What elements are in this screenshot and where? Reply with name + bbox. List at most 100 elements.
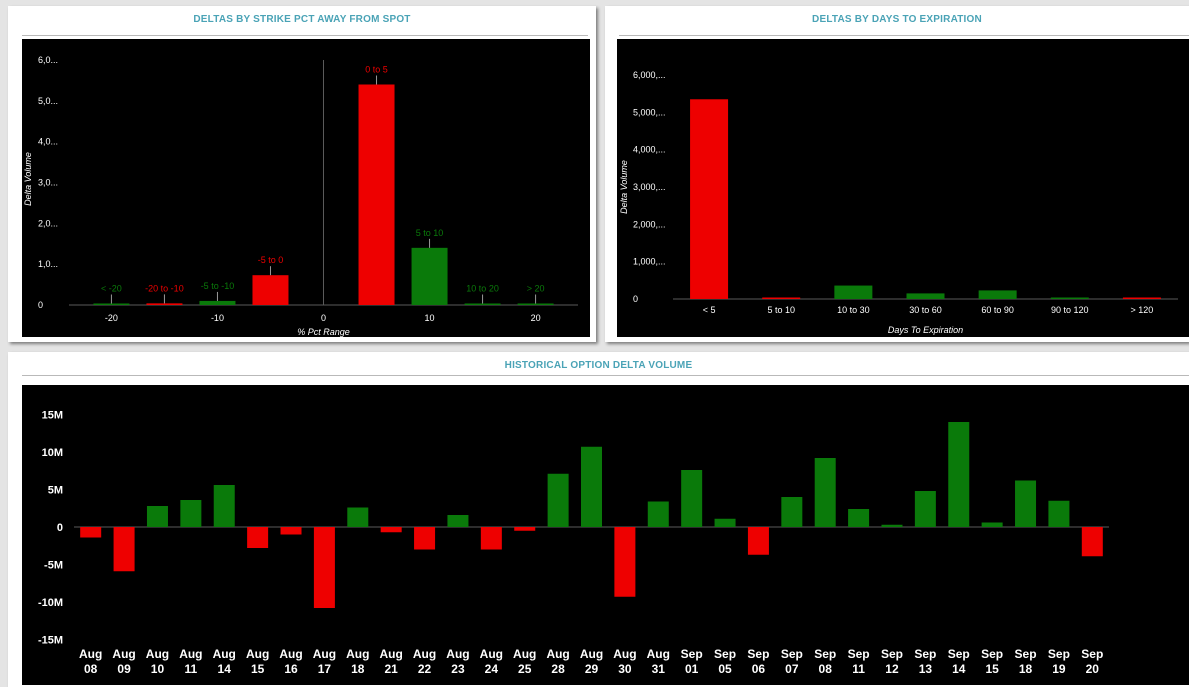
days-bar	[906, 293, 945, 299]
strike-y-axis-title: Delta Volume	[23, 152, 33, 206]
strike-bar	[358, 84, 395, 305]
strike-y-tick-label: 6,0...	[38, 55, 58, 65]
days-bar	[690, 99, 729, 299]
history-chart-area: -15M -10M -5M 0 5M 10M 15M Aug 08 Aug 09 Aug 10 Aug 11…	[22, 385, 1189, 685]
days-panel: DELTAS BY DAYS TO EXPIRATION 0 1,000,... 2…	[605, 6, 1189, 342]
history-bar	[781, 497, 803, 527]
strike-x-axis-title: % Pct Range	[297, 327, 350, 337]
history-x-tick-day: 30	[618, 662, 632, 676]
strike-y-tick-label: 4,0...	[38, 137, 58, 147]
strike-y-tick-label: 3,0...	[38, 178, 58, 188]
strike-y-tick-label: 1,0...	[38, 259, 58, 269]
history-panel-title: HISTORICAL OPTION DELTA VOLUME	[504, 360, 693, 371]
history-x-tick-day: 18	[1019, 662, 1033, 676]
history-y-tick-label: -5M	[44, 560, 63, 572]
history-bar	[647, 501, 669, 527]
days-panel-divider	[619, 35, 1189, 36]
strike-bar	[199, 300, 236, 305]
strike-x-tick-label: 0	[321, 313, 326, 323]
strike-bar-label: < -20	[101, 284, 122, 294]
history-bar	[981, 522, 1003, 527]
history-x-tick-day: 23	[451, 662, 465, 676]
days-bar	[978, 290, 1017, 299]
days-chart: 0 1,000,... 2,000,... 3,000,... 4,000,... 5,0…	[619, 70, 1178, 335]
history-bar	[547, 473, 569, 527]
history-bar	[447, 515, 469, 527]
history-bar	[714, 518, 736, 527]
history-bar	[480, 527, 502, 550]
history-x-tick-day: 15	[251, 662, 265, 676]
days-chart-area: 0 1,000,... 2,000,... 3,000,... 4,000,... 5,0…	[617, 39, 1189, 337]
history-x-tick-day: 13	[919, 662, 933, 676]
days-y-tick-label: 2,000,...	[633, 219, 666, 229]
history-bar	[213, 485, 235, 527]
history-x-tick-day: 31	[652, 662, 666, 676]
history-bar	[914, 491, 936, 527]
history-x-tick-day: 18	[351, 662, 365, 676]
days-y-tick-label: 0	[633, 294, 638, 304]
history-x-tick-day: 25	[518, 662, 532, 676]
history-x-tick-month: Sep	[948, 647, 970, 661]
history-chart: -15M-10M-5M05M10M15MAug08Aug09Aug10Aug11…	[38, 410, 1109, 676]
history-x-tick-month: Aug	[313, 647, 336, 661]
history-x-tick-day: 12	[885, 662, 899, 676]
history-y-tick-label: 0	[57, 522, 63, 534]
strike-x-tick-label: -10	[211, 313, 224, 323]
history-bar	[848, 509, 870, 527]
history-bar	[948, 422, 970, 527]
history-x-tick-day: 09	[117, 662, 131, 676]
history-bar	[146, 506, 168, 527]
history-x-tick-month: Aug	[647, 647, 670, 661]
history-bar	[1015, 480, 1037, 527]
history-x-tick-day: 07	[785, 662, 799, 676]
history-x-tick-month: Aug	[380, 647, 403, 661]
days-x-tick-label: 5 to 10	[767, 305, 795, 315]
strike-bar	[252, 275, 289, 305]
history-y-tick-label: -15M	[38, 635, 63, 647]
history-x-tick-day: 05	[718, 662, 732, 676]
days-y-tick-label: 6,000,...	[633, 70, 666, 80]
days-x-tick-label: > 120	[1131, 305, 1154, 315]
history-bar	[380, 527, 402, 533]
history-x-tick-month: Sep	[1048, 647, 1070, 661]
history-x-tick-day: 11	[852, 662, 865, 676]
days-y-tick-label: 3,000,...	[633, 182, 666, 192]
history-x-tick-month: Sep	[1081, 647, 1103, 661]
strike-chart-area: 0 1,0... 2,0... 3,0... 4,0... 5,0... 6,0... -20…	[22, 39, 590, 337]
history-x-tick-month: Sep	[681, 647, 703, 661]
history-x-tick-month: Sep	[1015, 647, 1037, 661]
strike-bar	[411, 247, 448, 305]
history-x-tick-month: Aug	[413, 647, 436, 661]
history-x-tick-day: 24	[485, 662, 499, 676]
history-panel: HISTORICAL OPTION DELTA VOLUME -15M -10M -…	[8, 352, 1189, 687]
history-bar	[814, 458, 836, 527]
strike-y-tick-label: 5,0...	[38, 96, 58, 106]
days-y-axis-title: Delta Volume	[619, 160, 629, 214]
history-x-tick-month: Aug	[446, 647, 469, 661]
history-x-tick-month: Aug	[146, 647, 169, 661]
history-x-tick-day: 21	[384, 662, 398, 676]
history-bar	[681, 470, 703, 527]
strike-panel-title: DELTAS BY STRIKE PCT AWAY FROM SPOT	[193, 14, 411, 25]
history-bar	[113, 527, 135, 572]
history-y-tick-label: 15M	[42, 410, 63, 422]
history-x-tick-month: Aug	[79, 647, 102, 661]
history-x-tick-day: 22	[418, 662, 432, 676]
strike-y-tick-label: 2,0...	[38, 218, 58, 228]
history-x-tick-month: Aug	[179, 647, 202, 661]
history-bar	[881, 524, 903, 527]
history-bar	[747, 527, 769, 555]
days-x-tick-label: 30 to 60	[909, 305, 942, 315]
history-x-tick-month: Sep	[881, 647, 903, 661]
strike-bar-label: -5 to -10	[201, 281, 235, 291]
history-x-tick-day: 06	[752, 662, 766, 676]
history-x-tick-month: Sep	[981, 647, 1003, 661]
strike-panel-divider	[22, 35, 588, 36]
history-x-tick-month: Aug	[546, 647, 569, 661]
history-y-tick-label: 10M	[42, 447, 63, 459]
strike-x-tick-label: 20	[531, 313, 541, 323]
history-x-tick-day: 16	[284, 662, 298, 676]
history-bar	[1081, 527, 1103, 557]
history-x-tick-month: Aug	[513, 647, 536, 661]
history-y-tick-label: 5M	[48, 485, 63, 497]
